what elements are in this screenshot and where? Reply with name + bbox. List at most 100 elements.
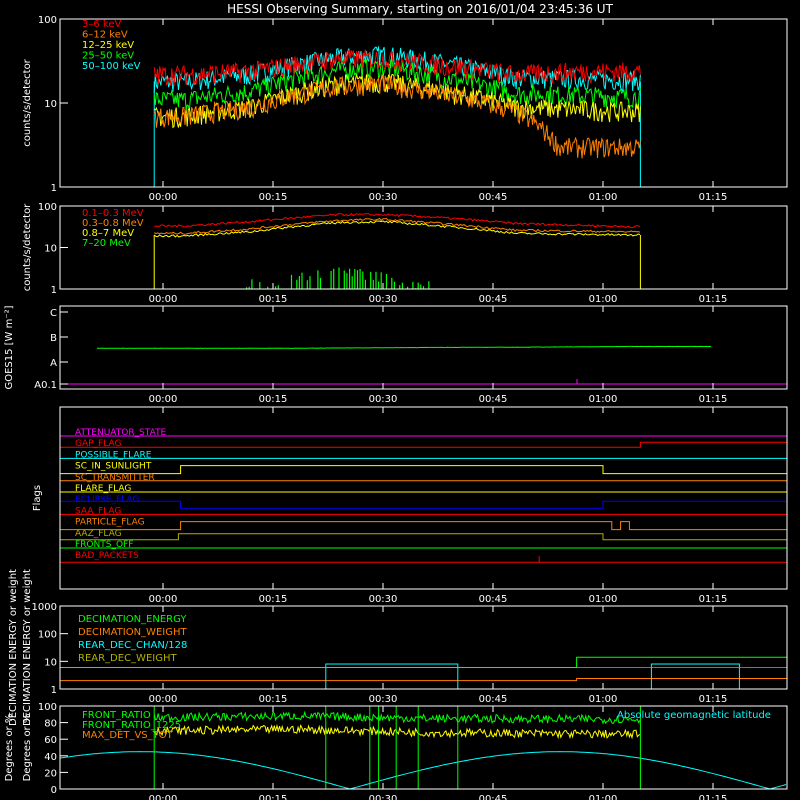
legend-entry: 0.1–0.3 MeV: [82, 208, 144, 219]
flag-trace-3: [60, 465, 787, 475]
x-tick-label: 01:00: [589, 192, 618, 203]
flag-label: ECLIPSE_FLAG: [75, 495, 139, 505]
y-tick-label: 60: [44, 735, 57, 746]
x-tick-label: 00:15: [259, 594, 288, 605]
x-tick-label: 01:00: [589, 794, 618, 800]
flag-trace-6: [60, 500, 787, 509]
y-tick-label: 100: [38, 630, 57, 641]
legend-entry: 6–12 keV: [82, 30, 128, 41]
legend-entry: 0.3–0.8 MeV: [82, 218, 144, 229]
x-tick-label: 00:30: [369, 294, 398, 305]
x-tick-label: 00:15: [259, 294, 288, 305]
x-tick-label: 00:00: [149, 192, 178, 203]
legend-entry: 12–25 keV: [82, 40, 134, 51]
y-tick-label: 0: [51, 785, 57, 796]
series-ratio-1: [153, 723, 641, 740]
x-tick-label: 00:45: [479, 394, 508, 405]
series-ratio-0: [153, 710, 641, 725]
y-tick-label: B: [50, 333, 57, 344]
flag-label: GAP_FLAG: [75, 439, 121, 449]
series-gamma-1: [153, 217, 641, 235]
y-tick-label: 100: [38, 202, 57, 213]
y-tick-label: 10: [44, 244, 57, 255]
x-tick-label: 00:00: [149, 694, 178, 705]
legend-entry: MAX_DET_VS_TOT: [82, 730, 174, 741]
panel-frame-ratios: [59, 705, 788, 790]
x-tick-label: 01:15: [699, 294, 728, 305]
x-tick-label: 00:00: [149, 594, 178, 605]
flag-label: BAD_PACKETS: [75, 551, 139, 561]
y-axis-label: GOES15 [W m⁻²]: [4, 305, 15, 389]
flag-label: ATTENUATOR_STATE: [75, 428, 167, 438]
y-tick-label: 80: [44, 719, 57, 730]
y-axis-label: counts/s/detector: [22, 58, 33, 146]
series-gamma-3: [246, 267, 430, 289]
flag-label: SC_IN_SUNLIGHT: [75, 462, 152, 472]
flag-label: SC_TRANSMITTER: [75, 473, 155, 483]
x-tick-label: 01:00: [589, 294, 618, 305]
legend-entry: FRONT_RATIO: [82, 710, 151, 721]
y-axis-label: DECIMATION ENERGY or weight: [8, 569, 19, 726]
series-layer: [59, 46, 787, 790]
x-tick-label: 01:15: [699, 192, 728, 203]
flag-label: FRONTS_OFF: [75, 540, 133, 550]
x-tick-label: 01:15: [699, 794, 728, 800]
y-axis-label: DECIMATION ENERGY or weight: [22, 569, 33, 726]
y-tick-label: A0.1: [34, 380, 57, 391]
legend-entry: 7–20 MeV: [82, 238, 131, 249]
y-axis-label: counts/s/detector: [22, 203, 33, 291]
flag-trace-11: [60, 556, 787, 563]
x-tick-label: 00:45: [479, 192, 508, 203]
series-gamma-2: [153, 220, 641, 238]
panel-frame-flags: [59, 406, 788, 590]
y-tick-label: 100: [38, 702, 57, 713]
x-tick-label: 00:00: [149, 394, 178, 405]
flag-trace-8: [60, 521, 787, 531]
y-axis-label: Degrees or %: [4, 714, 15, 782]
y-tick-label: A: [50, 358, 57, 369]
x-tick-label: 00:30: [369, 594, 398, 605]
y-tick-label: 100: [38, 15, 57, 26]
y-tick-label: 1: [51, 685, 57, 696]
series-dec-weight: [60, 677, 787, 682]
y-tick-label: 20: [44, 768, 57, 779]
flag-trace-1: [60, 441, 787, 448]
x-tick-label: 00:00: [149, 294, 178, 305]
text-layer: 00:00 00:15 00:30 00:45 01:00 01:15110100coun…: [4, 15, 771, 800]
flag-label: SAA_FLAG: [75, 506, 121, 516]
x-tick-label: 00:45: [479, 594, 508, 605]
flag-label: AAZ_FLAG: [75, 529, 122, 539]
x-tick-label: 01:00: [589, 594, 618, 605]
series-hxr-4: [153, 46, 641, 94]
y-tick-label: C: [50, 308, 57, 319]
x-tick-label: 00:15: [259, 394, 288, 405]
x-tick-label: 00:30: [369, 394, 398, 405]
legend-entry: FRONT_RATIO_1225: [82, 720, 181, 731]
legend-entry: REAR_DEC_WEIGHT: [78, 653, 177, 664]
x-tick-label: 01:00: [589, 394, 618, 405]
x-tick-label: 01:15: [699, 594, 728, 605]
y-tick-label: 10: [44, 99, 57, 110]
legend-entry: DECIMATION_ENERGY: [78, 614, 187, 625]
x-tick-label: 01:15: [699, 694, 728, 705]
y-tick-label: 1: [51, 183, 57, 194]
x-tick-label: 00:30: [369, 694, 398, 705]
flag-trace-9: [60, 533, 787, 541]
x-tick-label: 00:30: [369, 794, 398, 800]
x-tick-label: 00:30: [369, 192, 398, 203]
y-tick-label: 10: [44, 657, 57, 668]
series-goes-0: [97, 345, 712, 349]
y-axis-label: Degrees or %: [22, 714, 33, 782]
series-hxr-0: [153, 49, 641, 87]
x-tick-label: 00:00: [149, 794, 178, 800]
x-tick-label: 01:00: [589, 694, 618, 705]
flag-label: POSSIBLE_FLARE: [75, 450, 152, 460]
legend-entry: 50–100 keV: [82, 61, 141, 72]
x-tick-label: 00:45: [479, 794, 508, 800]
y-tick-label: 1000: [32, 602, 57, 613]
legend-entry: 25–50 keV: [82, 51, 134, 62]
legend-entry: 0.8–7 MeV: [82, 228, 134, 239]
chart-title: HESSI Observing Summary, starting on 201…: [227, 2, 613, 16]
right-axis-label: Absolute geomagnetic latitude: [617, 710, 771, 721]
